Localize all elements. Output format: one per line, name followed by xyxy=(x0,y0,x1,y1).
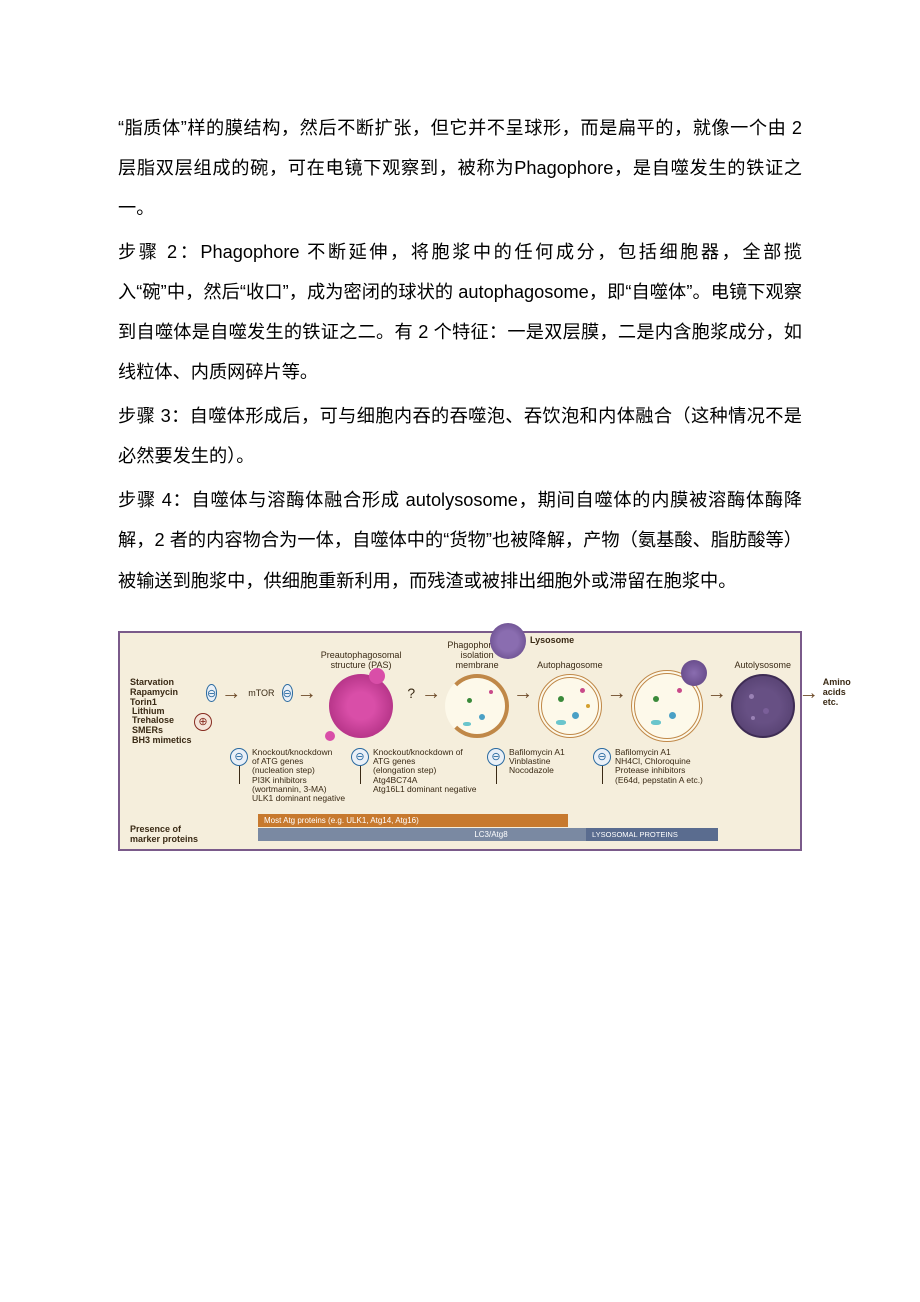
stage-fusion xyxy=(631,645,703,742)
marker-label: Presence of marker proteins xyxy=(130,824,198,844)
stage-label: Autolysosome xyxy=(734,649,791,671)
autolysosome-icon xyxy=(731,674,795,738)
lysosome-icon xyxy=(490,623,526,659)
phagophore-icon xyxy=(445,674,509,738)
stage-label: Autophagosome xyxy=(537,649,603,671)
paragraph-1: “脂质体”样的膜结构，然后不断扩张，但它并不呈球形，而是扁平的，就像一个由 2 … xyxy=(118,108,802,228)
stage-label: Preautophagosomal structure (PAS) xyxy=(321,649,402,671)
theta-neg-icon: ⊖ xyxy=(282,684,293,702)
theta-neg-icon: ⊖ xyxy=(206,684,217,702)
fusion-icon xyxy=(631,670,703,742)
pas-icon xyxy=(329,674,393,738)
output-label: Amino acids etc. xyxy=(823,678,851,708)
theta-neg-icon: ⊖ xyxy=(593,748,611,766)
arrow-icon: → xyxy=(513,682,533,705)
autophagy-diagram: Lysosome Starvation Rapamycin Torin1 ⊖ →… xyxy=(118,631,802,851)
theta-pos-icon: ⊕ xyxy=(194,713,212,731)
bar-atg: Most Atg proteins (e.g. ULK1, Atg14, Atg… xyxy=(258,814,568,827)
arrow-icon: → xyxy=(421,682,441,705)
autophagosome-icon xyxy=(538,674,602,738)
paragraph-4: 步骤 4：自噬体与溶酶体融合形成 autolysosome，期间自噬体的内膜被溶… xyxy=(118,480,802,600)
arrow-icon: → xyxy=(707,682,727,705)
inducers-left: Starvation Rapamycin Torin1 xyxy=(130,678,202,708)
stage-pas: Preautophagosomal structure (PAS) xyxy=(321,649,402,738)
question-mark: ? xyxy=(407,685,415,701)
lysosome-label: Lysosome xyxy=(530,635,574,645)
mtor-label: mTOR xyxy=(248,688,274,698)
stage-autolysosome: Autolysosome xyxy=(731,649,795,738)
bar-lysosomal: LYSOSOMAL PROTEINS xyxy=(586,828,718,841)
inhibitor-col-4: Bafilomycin A1 NH4Cl, Chloroquine Protea… xyxy=(615,748,725,804)
inhibitor-col-1: Knockout/knockdown of ATG genes (nucleat… xyxy=(252,748,347,804)
paragraph-3: 步骤 3：自噬体形成后，可与细胞内吞的吞噬泡、吞饮泡和内体融合（这种情况不是必然… xyxy=(118,396,802,476)
arrow-icon: → xyxy=(607,682,627,705)
inducer-group-1: Starvation Rapamycin Torin1 xyxy=(130,678,202,708)
inhibitor-col-2: Knockout/knockdown of ATG genes (elongat… xyxy=(373,748,483,804)
theta-neg-icon: ⊖ xyxy=(230,748,248,766)
stage-phagophore: Phagophore or isolation membrane xyxy=(445,649,509,738)
arrow-icon: → xyxy=(297,682,317,705)
arrow-icon: → xyxy=(221,682,241,705)
theta-neg-icon: ⊖ xyxy=(351,748,369,766)
stage-autophagosome: Autophagosome xyxy=(537,649,603,738)
inducer-group-2: Lithium Trehalose SMERs BH3 mimetics xyxy=(132,707,192,747)
theta-neg-icon: ⊖ xyxy=(487,748,505,766)
marker-bars: Presence of marker proteins Most Atg pro… xyxy=(130,814,790,841)
inhibitor-col-3: Bafilomycin A1 Vinblastine Nocodazole xyxy=(509,748,589,804)
lysosome-small-icon xyxy=(681,660,707,686)
paragraph-2: 步骤 2：Phagophore 不断延伸，将胞浆中的任何成分，包括细胞器，全部揽… xyxy=(118,232,802,392)
arrow-icon: → xyxy=(799,682,819,705)
